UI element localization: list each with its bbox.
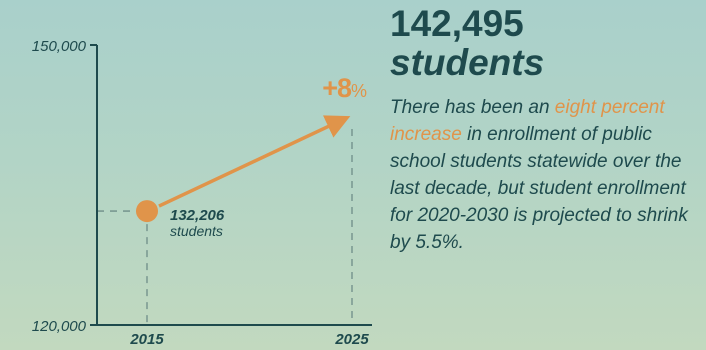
x-tick-label-2025: 2025 xyxy=(334,331,369,348)
description-lead: There has been an xyxy=(390,97,555,118)
guide-lines xyxy=(97,129,353,325)
description-text: There has been an eight percent increase… xyxy=(390,94,695,256)
data-label-unit: students xyxy=(170,223,223,239)
trend-arrow xyxy=(158,115,351,208)
headline-number: 142,495 xyxy=(390,3,524,44)
description-rest: in enrollment of public school students … xyxy=(390,124,688,253)
percent-change-label: +8% xyxy=(322,73,367,103)
data-label-value: 132,206 xyxy=(170,207,225,224)
headline: 142,495 students xyxy=(390,4,544,82)
y-tick-label-bottom: 120,000 xyxy=(32,318,87,335)
percent-change-value: +8 xyxy=(322,73,352,103)
y-tick-label-top: 150,000 xyxy=(32,38,87,55)
enrollment-chart: 150,000 120,000 2015 2025 +8% 132,206 st… xyxy=(32,38,372,348)
description-highlight: eight percent increase xyxy=(390,97,665,145)
headline-unit: students xyxy=(390,42,545,83)
data-point-2015 xyxy=(136,200,158,223)
percent-sign: % xyxy=(351,81,367,101)
x-tick-label-2015: 2015 xyxy=(129,331,164,348)
